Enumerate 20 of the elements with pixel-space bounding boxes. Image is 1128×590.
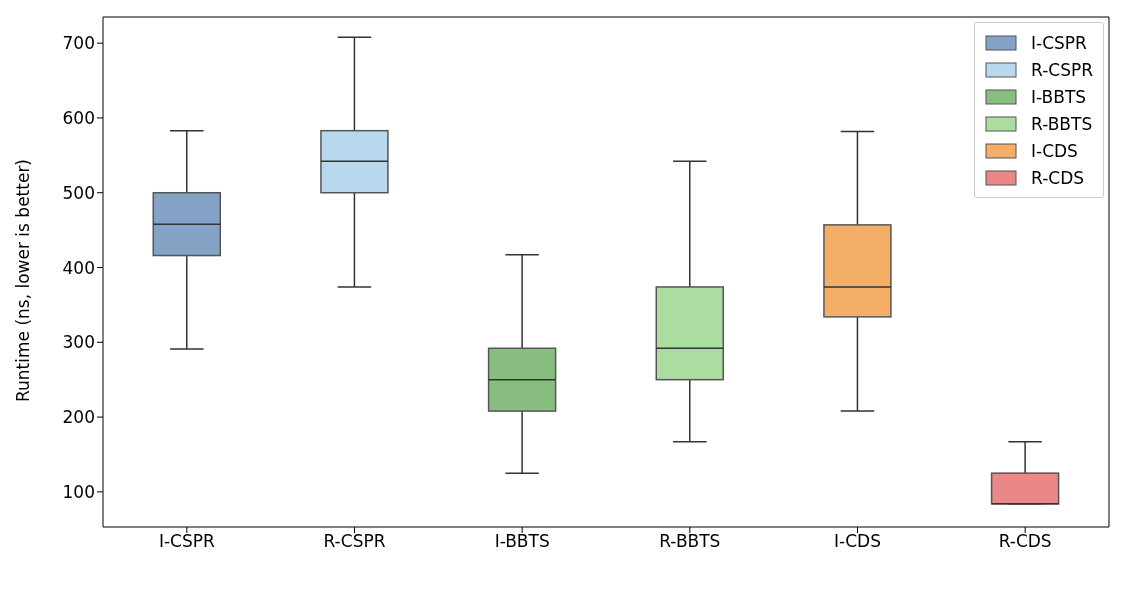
y-axis-title: Runtime (ns, lower is better) <box>13 158 34 402</box>
x-tick-label: R-BBTS <box>659 531 721 552</box>
legend-label: R-BBTS <box>1031 113 1093 134</box>
y-tick-label: 400 <box>62 257 95 278</box>
y-tick-label: 500 <box>62 182 95 203</box>
x-tick-label: R-CSPR <box>323 531 386 552</box>
y-tick-label: 300 <box>62 332 95 353</box>
x-tick-label: I-BBTS <box>494 531 550 552</box>
x-tick-label: R-CDS <box>998 531 1052 552</box>
y-tick-label: 100 <box>62 481 95 502</box>
y-tick-label: 200 <box>62 407 95 428</box>
legend-label: I-CSPR <box>1031 32 1087 53</box>
legend-label: R-CSPR <box>1031 59 1093 80</box>
legend-label: R-CDS <box>1031 167 1085 188</box>
y-tick-label: 700 <box>62 33 95 54</box>
x-tick-label: I-CSPR <box>158 531 215 552</box>
y-tick-label: 600 <box>62 107 95 128</box>
legend-label: I-BBTS <box>1031 86 1087 107</box>
legend-label: I-CDS <box>1031 140 1078 161</box>
x-tick-label: I-CDS <box>834 531 881 552</box>
